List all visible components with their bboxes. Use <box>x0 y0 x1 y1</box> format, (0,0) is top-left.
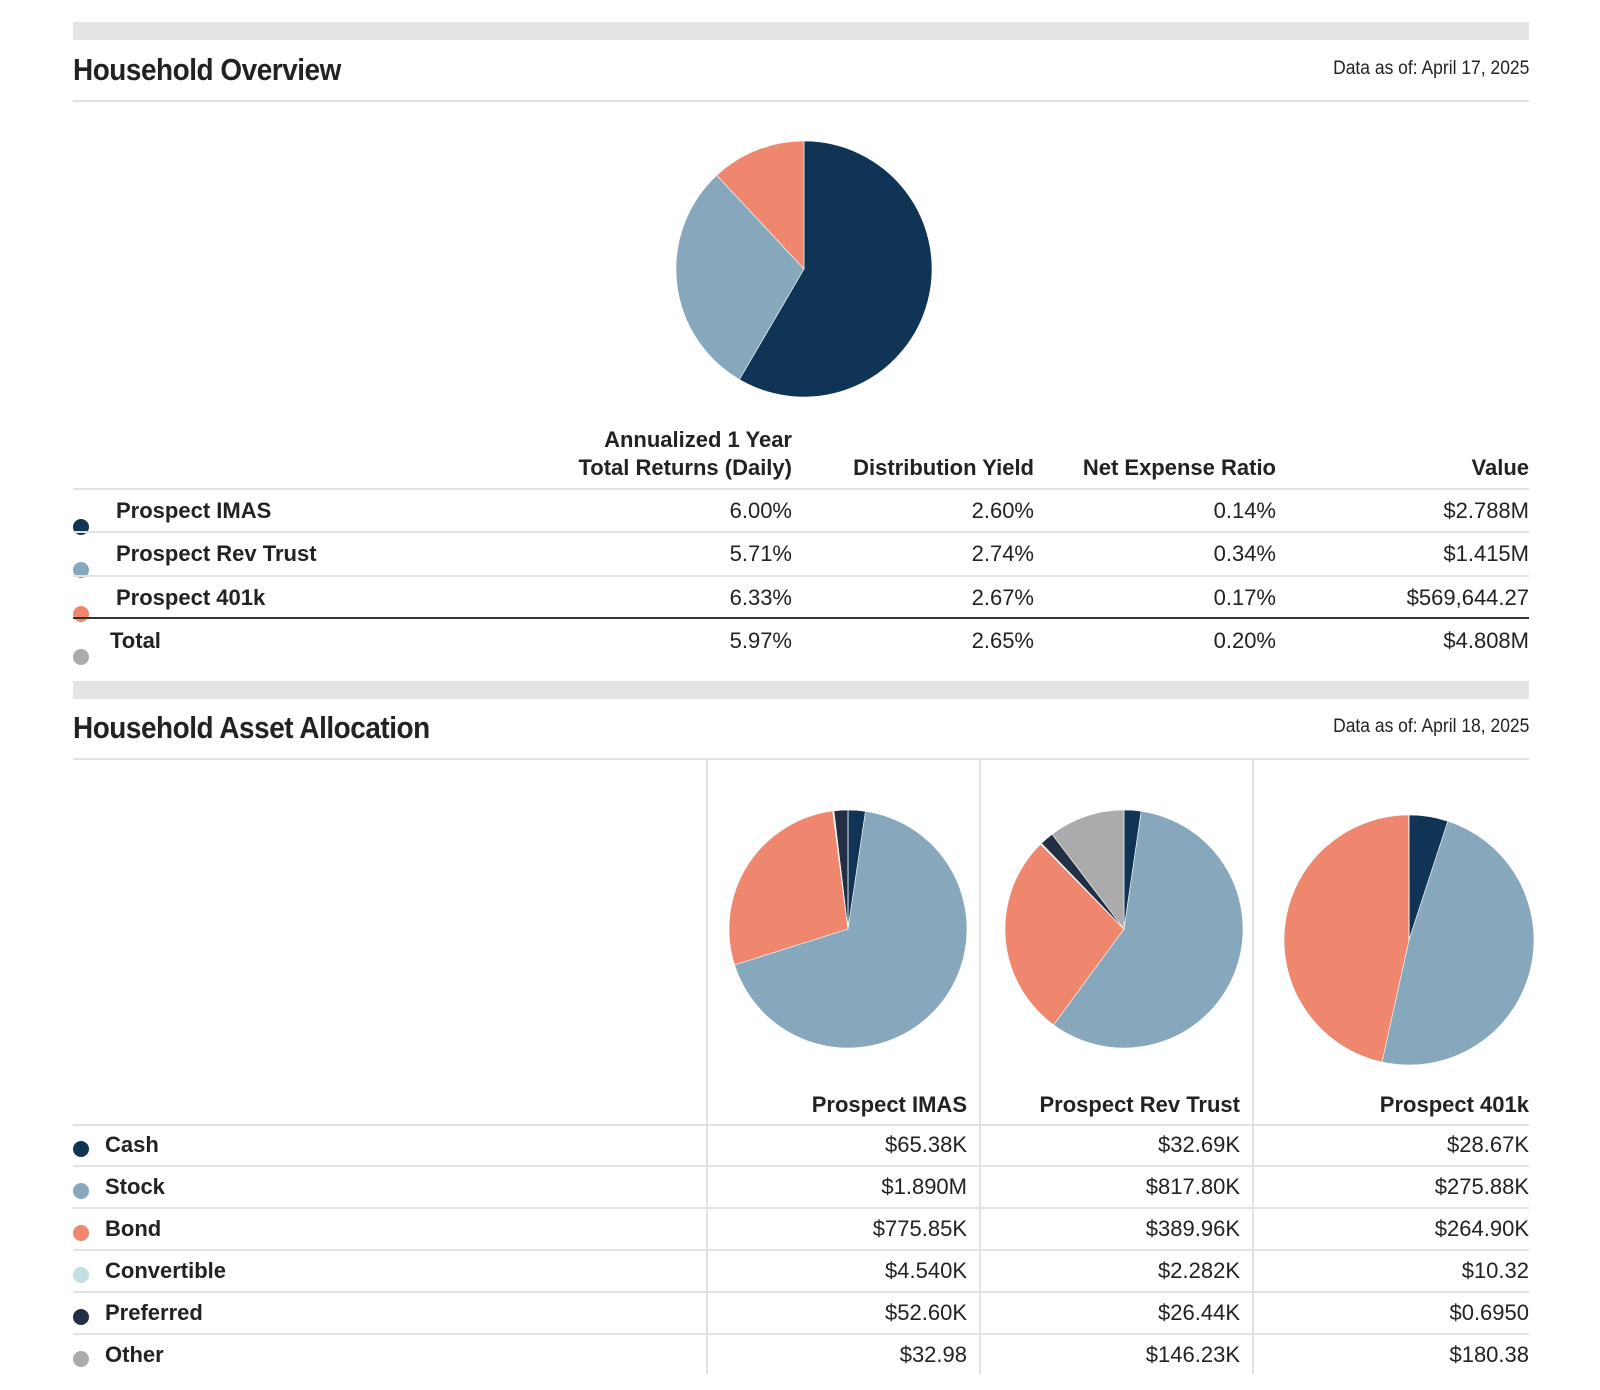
allocation-as-of: Data as of: April 18, 2025 <box>1332 716 1529 737</box>
value-cell-imas: $65.38K <box>885 1132 967 1157</box>
value-cell: $1.415M <box>1443 541 1529 566</box>
expense-cell: 0.17% <box>1213 585 1276 610</box>
yield-cell: 2.74% <box>971 541 1034 566</box>
value-cell-rev-trust: $146.23K <box>1145 1342 1240 1367</box>
value-cell-rev-trust: $2.282K <box>1158 1258 1240 1283</box>
pie-slice-bond <box>728 810 849 966</box>
col-header-expense: Net Expense Ratio <box>1082 455 1276 480</box>
value-cell-401k: $180.38 <box>1449 1342 1529 1367</box>
section-band <box>73 681 1529 699</box>
pie-slice-stock <box>734 810 968 1049</box>
legend-dot-cash <box>73 1141 89 1157</box>
value-cell-imas: $52.60K <box>885 1300 967 1325</box>
section-band <box>73 22 1529 40</box>
divider <box>73 488 1529 490</box>
col-header-returns-line1: Annualized 1 Year <box>604 427 792 452</box>
asset-class-label: Other <box>105 1342 164 1367</box>
legend-dot-other <box>73 1351 89 1367</box>
account-name: Prospect IMAS <box>116 498 272 523</box>
value-cell-rev-trust: $389.96K <box>1145 1216 1240 1241</box>
pie-slice-other <box>1051 809 1125 930</box>
value-cell-rev-trust: $817.80K <box>1145 1174 1240 1199</box>
row-divider <box>73 531 1529 533</box>
value-cell-401k: $275.88K <box>1434 1174 1529 1199</box>
value-cell-401k: $10.32 <box>1461 1258 1529 1283</box>
page-title: Household Overview <box>73 52 341 87</box>
asset-class-label: Preferred <box>105 1300 203 1325</box>
col-header-returns-line2: Total Returns (Daily) <box>578 455 792 480</box>
asset-class-label: Cash <box>105 1132 159 1157</box>
account-header-imas: Prospect IMAS <box>811 1092 967 1117</box>
total-label: Total <box>110 628 161 653</box>
account-name: Prospect 401k <box>116 585 266 610</box>
overview-as-of: Data as of: April 17, 2025 <box>1332 58 1529 79</box>
value-cell: $569,644.27 <box>1406 585 1529 610</box>
row-divider <box>73 1291 1529 1293</box>
pie-slice-prospect-401k <box>716 140 805 270</box>
pie-slice-stock <box>1381 820 1535 1066</box>
column-divider <box>706 760 708 1374</box>
pie-slice-bond <box>1004 843 1125 1026</box>
col-header-yield: Distribution Yield <box>853 455 1034 480</box>
row-divider <box>73 575 1529 577</box>
value-cell-rev-trust: $26.44K <box>1158 1300 1240 1325</box>
pie-slice-stock <box>1053 810 1244 1049</box>
yield-cell: 2.67% <box>971 585 1034 610</box>
total-yield: 2.65% <box>971 628 1034 653</box>
divider <box>73 100 1529 102</box>
pie-slice-prospect-imas <box>739 140 933 398</box>
account-name: Prospect Rev Trust <box>116 541 317 566</box>
legend-dot <box>73 649 89 665</box>
value-cell-401k: $264.90K <box>1434 1216 1529 1241</box>
total-value: $4.808M <box>1443 628 1529 653</box>
legend-dot-bond <box>73 1225 89 1241</box>
column-divider <box>979 760 981 1374</box>
legend-dot <box>73 562 89 578</box>
value-cell-imas: $775.85K <box>872 1216 967 1241</box>
legend-dot-convertible <box>73 1267 89 1283</box>
expense-cell: 0.14% <box>1213 498 1276 523</box>
column-divider <box>1252 760 1254 1374</box>
divider <box>73 758 1529 760</box>
asset-class-label: Stock <box>105 1174 165 1199</box>
asset-class-label: Convertible <box>105 1258 227 1283</box>
row-divider <box>73 1333 1529 1335</box>
legend-dot-stock <box>73 1183 89 1199</box>
legend-dot-preferred <box>73 1309 89 1325</box>
row-divider <box>73 1165 1529 1167</box>
pie-slice-bond <box>1283 814 1410 1063</box>
asset-class-label: Bond <box>105 1216 162 1241</box>
section-title: Household Asset Allocation <box>73 710 430 745</box>
pie-slice-prospect-rev-trust <box>675 174 805 380</box>
row-divider <box>73 1207 1529 1209</box>
value-cell-imas: $32.98 <box>899 1342 967 1367</box>
value-cell-401k: $0.6950 <box>1449 1300 1529 1325</box>
returns-cell: 5.71% <box>729 541 792 566</box>
value-cell: $2.788M <box>1443 498 1529 523</box>
value-cell-rev-trust: $32.69K <box>1158 1132 1240 1157</box>
col-header-value: Value <box>1471 455 1529 480</box>
allocation-pie-charts <box>728 809 1535 1066</box>
total-returns: 5.97% <box>729 628 792 653</box>
total-divider <box>73 617 1529 619</box>
overview-pie-chart <box>675 140 933 398</box>
value-cell-imas: $1.890M <box>881 1174 967 1199</box>
returns-cell: 6.33% <box>729 585 792 610</box>
yield-cell: 2.60% <box>971 498 1034 523</box>
row-divider <box>73 1249 1529 1251</box>
returns-cell: 6.00% <box>729 498 792 523</box>
divider <box>73 1124 1529 1126</box>
value-cell-imas: $4.540K <box>885 1258 967 1283</box>
value-cell-401k: $28.67K <box>1447 1132 1529 1157</box>
expense-cell: 0.34% <box>1213 541 1276 566</box>
account-header-rev-trust: Prospect Rev Trust <box>1039 1092 1240 1117</box>
total-expense: 0.20% <box>1213 628 1276 653</box>
account-header-401k: Prospect 401k <box>1379 1092 1529 1117</box>
